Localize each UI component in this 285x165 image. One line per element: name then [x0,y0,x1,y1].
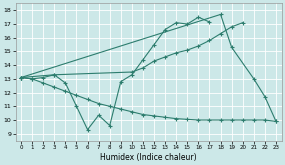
X-axis label: Humidex (Indice chaleur): Humidex (Indice chaleur) [100,152,197,162]
